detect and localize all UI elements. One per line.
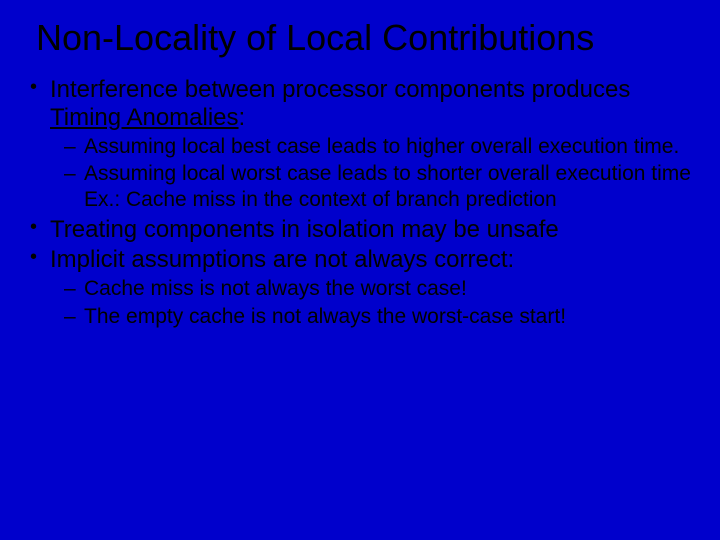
bullet-item: Treating components in isolation may be … — [26, 216, 702, 244]
sub-bullet-item: The empty cache is not always the worst-… — [64, 304, 702, 329]
sub-bullet-list: Cache miss is not always the worst case!… — [64, 276, 702, 328]
bullet-text-prefix: Interference between processor component… — [50, 76, 630, 103]
sub-bullet-list: Assuming local best case leads to higher… — [64, 134, 702, 212]
bullet-text-emph: Timing Anomalies — [50, 104, 239, 131]
bullet-text: Treating components in isolation may be … — [50, 216, 559, 243]
slide: Non-Locality of Local Contributions Inte… — [0, 0, 720, 540]
bullet-text: Implicit assumptions are not always corr… — [50, 246, 514, 273]
bullet-item: Implicit assumptions are not always corr… — [26, 246, 702, 329]
sub-bullet-item: Cache miss is not always the worst case! — [64, 276, 702, 301]
slide-title: Non-Locality of Local Contributions — [36, 18, 702, 58]
sub-bullet-item: Assuming local best case leads to higher… — [64, 134, 702, 159]
bullet-list: Interference between processor component… — [26, 76, 702, 329]
bullet-item: Interference between processor component… — [26, 76, 702, 212]
sub-bullet-item: Assuming local worst case leads to short… — [64, 161, 702, 211]
bullet-text-colon: : — [239, 104, 246, 131]
